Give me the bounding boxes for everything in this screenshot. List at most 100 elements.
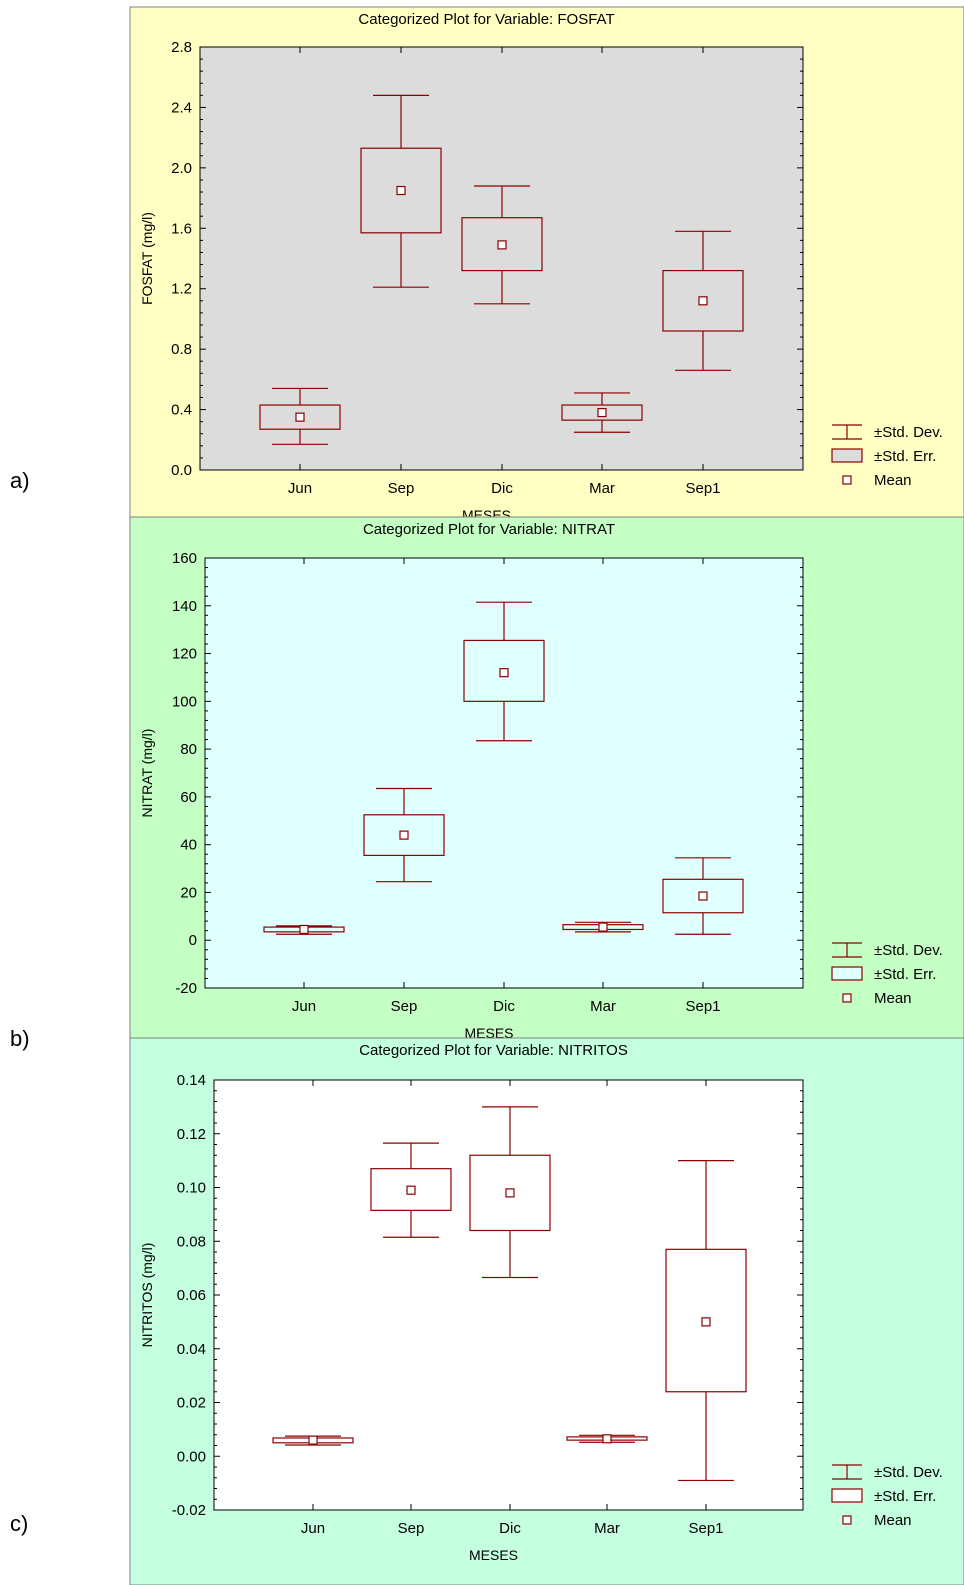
x-tick-label: Jun [292,998,316,1015]
x-tick-label: Sep [388,480,415,497]
legend-std-dev-label: ±Std. Dev. [874,942,943,959]
mean-marker [602,1434,612,1444]
mean-marker [698,891,708,901]
series-item-jun [259,387,341,445]
y-tick-label: 20 [180,884,197,901]
mean-marker [499,668,509,678]
mean-marker [597,407,607,418]
y-axis-title: FOSFAT (mg/l) [139,212,155,305]
mean-marker [698,296,708,306]
series-item-mar [562,921,644,933]
legend: ±Std. Dev. ±Std. Err. Mean [831,1464,943,1529]
mean-marker [399,830,409,840]
x-tick-label: Jun [288,480,312,497]
panel-label: a) [10,468,30,493]
legend-mean-symbol [842,1515,852,1525]
mean-marker [396,185,406,196]
series-item-jun [272,1435,354,1446]
y-tick-label: 1.2 [171,281,192,298]
y-tick-label: 0.02 [177,1395,206,1412]
panel-label: b) [10,1026,30,1051]
plot-frame [213,1079,804,1511]
x-tick-label: Dic [491,480,513,497]
series-item-sep1 [665,1160,747,1482]
y-tick-label: 100 [172,693,197,710]
plot-frame [199,46,804,471]
legend-std-dev-label: ±Std. Dev. [874,424,943,441]
series-item-mar [566,1434,648,1444]
legend-std-err-label: ±Std. Err. [874,966,936,983]
x-tick-label: Dic [499,1520,521,1537]
x-tick-label: Jun [301,1520,325,1537]
legend-std-dev-label: ±Std. Dev. [874,1464,943,1481]
y-tick-label: 2.0 [171,160,192,177]
plot-frame [204,557,804,989]
mean-marker [299,924,309,935]
series-item-mar [561,392,643,433]
chart-title: Categorized Plot for Variable: NITRAT [363,521,615,538]
y-tick-label: 2.8 [171,39,192,56]
series-item-sep [360,94,442,288]
y-tick-label: 0.08 [177,1233,206,1250]
chart-panel-2: Categorized Plot for Variable: NITRAT b) -… [10,516,964,1051]
series-item-dic [469,1106,551,1279]
y-tick-label: 1.6 [171,220,192,237]
y-tick-label: 2.4 [171,99,192,116]
x-tick-label: Sep1 [685,480,720,497]
legend-mean-symbol [842,475,852,485]
x-tick-label: Mar [589,480,615,497]
y-tick-label: 0.14 [177,1072,206,1089]
legend-mean-label: Mean [874,990,912,1007]
x-tick-label: Dic [493,998,515,1015]
x-tick-label: Sep [391,998,418,1015]
mean-marker [701,1317,711,1327]
series-item-sep [370,1142,452,1238]
legend-mean-label: Mean [874,472,912,489]
y-tick-label: 40 [180,837,197,854]
chart-title: Categorized Plot for Variable: NITRITOS [359,1042,628,1059]
x-tick-label: Mar [590,998,616,1015]
x-axis-title: MESES [464,1025,513,1041]
legend: ±Std. Dev. ±Std. Err. Mean [831,424,943,489]
x-tick-label: Sep1 [688,1520,723,1537]
y-tick-label: 60 [180,789,197,806]
y-tick-label: 0.00 [177,1448,206,1465]
panel-label: c) [10,1511,28,1536]
mean-marker [308,1435,318,1445]
y-tick-label: 140 [172,598,197,615]
y-tick-label: 0.10 [177,1180,206,1197]
series-item-sep1 [662,230,744,371]
legend-std-err-label: ±Std. Err. [874,448,936,465]
y-axis-title: NITRAT (mg/l) [139,729,155,818]
series-item-sep1 [662,857,744,935]
x-axis-title: MESES [469,1547,518,1563]
series-item-dic [463,601,545,742]
legend-std-err-symbol [831,448,863,463]
y-tick-label: -20 [175,980,197,997]
legend-std-err-symbol [831,966,863,981]
mean-marker [406,1185,416,1195]
series-item-sep [363,787,445,883]
legend-std-err-symbol [831,1488,863,1503]
chart-panel-3: Categorized Plot for Variable: NITRITOS c… [10,1037,964,1585]
legend-mean-label: Mean [874,1512,912,1529]
mean-marker [505,1188,515,1198]
legend-std-err-label: ±Std. Err. [874,1488,936,1505]
y-tick-label: -0.02 [172,1502,206,1519]
y-tick-label: 160 [172,550,197,567]
y-axis-title: NITRITOS (mg/l) [139,1243,155,1348]
y-tick-label: 0.8 [171,341,192,358]
chart-title: Categorized Plot for Variable: FOSFAT [358,11,614,28]
y-tick-label: 0.4 [171,402,192,419]
y-tick-label: 0.04 [177,1341,206,1358]
series-item-dic [461,185,543,305]
y-tick-label: 0 [189,932,197,949]
chart-panel-1: Categorized Plot for Variable: FOSFAT a) 0… [10,6,964,523]
mean-marker [295,412,305,422]
y-tick-label: 80 [180,741,197,758]
y-tick-label: 0.12 [177,1126,206,1143]
mean-marker [598,922,608,932]
legend: ±Std. Dev. ±Std. Err. Mean [831,942,943,1007]
x-tick-label: Sep1 [685,998,720,1015]
